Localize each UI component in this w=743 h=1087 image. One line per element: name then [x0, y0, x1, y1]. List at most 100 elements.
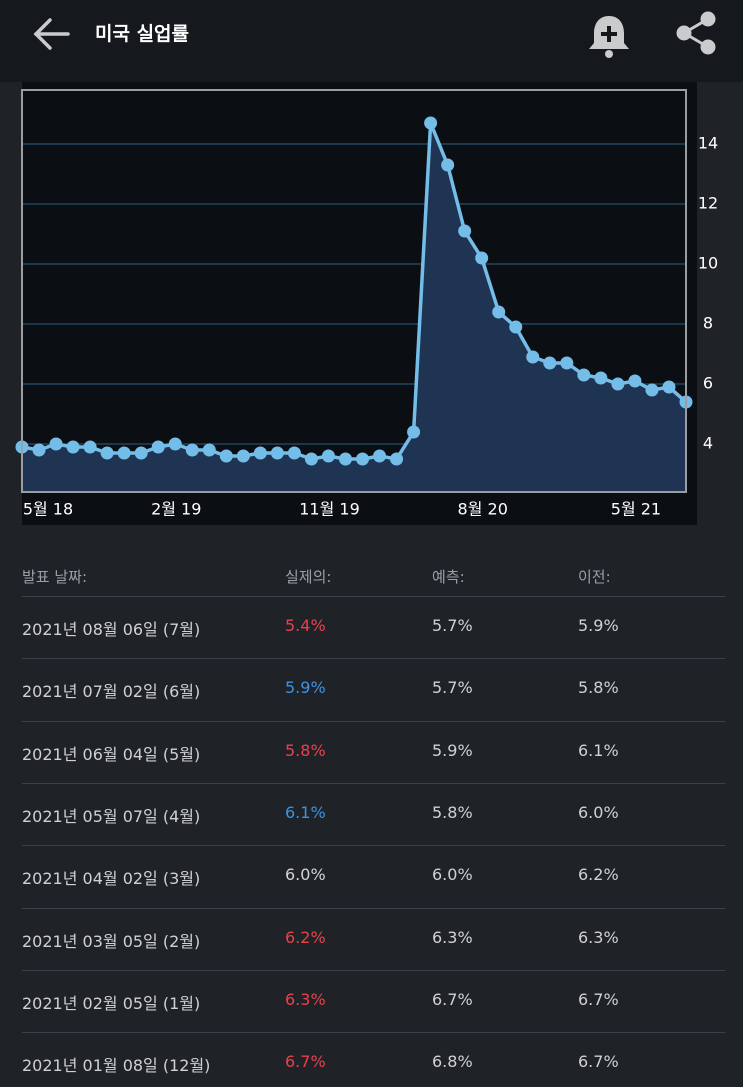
point — [424, 116, 438, 130]
row-divider — [22, 782, 725, 784]
point — [441, 158, 455, 172]
row-divider — [22, 845, 725, 847]
row-divider — [22, 969, 725, 971]
point — [83, 440, 97, 454]
point — [270, 446, 284, 460]
point — [321, 449, 335, 463]
table-cell: 6.7% — [578, 1052, 619, 1072]
table-cell: 2021년 07월 02일 (6월) — [22, 682, 201, 702]
screen-title: 미국 실업률 — [95, 23, 190, 45]
point — [168, 437, 182, 451]
table-cell: 5.4% — [285, 616, 326, 635]
x-tick-label: 5월 21 — [611, 500, 661, 519]
table-cell: 6.7% — [578, 989, 619, 1009]
line — [21, 122, 688, 461]
back-button[interactable] — [33, 18, 70, 50]
point — [560, 356, 574, 370]
point — [594, 371, 608, 385]
point — [151, 440, 165, 454]
point — [134, 446, 148, 460]
row-divider — [22, 658, 725, 660]
table-cell: 6.2% — [578, 865, 619, 885]
point — [66, 440, 80, 454]
point — [407, 425, 421, 439]
table-cell: 2021년 05월 07일 (4월) — [22, 806, 201, 826]
point — [100, 446, 114, 460]
point — [662, 380, 676, 394]
area — [22, 123, 686, 492]
point — [526, 350, 540, 364]
table-cell: 5.7% — [432, 616, 473, 635]
table-cell: 6.0% — [432, 865, 473, 885]
table-cell: 6.3% — [578, 927, 619, 947]
table-cell: 6.3% — [285, 989, 326, 1009]
table-cell: 6.0% — [285, 865, 326, 885]
point — [475, 251, 489, 265]
table-cell: 5.8% — [432, 802, 473, 822]
y-tick-label: 10 — [698, 254, 718, 273]
table-cell: 6.0% — [578, 802, 619, 822]
point — [509, 320, 523, 334]
point — [49, 437, 63, 451]
y-tick-label: 14 — [698, 134, 718, 153]
table-cell: 2021년 03월 05일 (2월) — [22, 931, 201, 951]
table-cell: 5.8% — [285, 740, 326, 760]
point — [458, 224, 472, 238]
y-tick-label: 8 — [703, 314, 713, 333]
point — [356, 452, 370, 466]
point — [645, 383, 659, 397]
point — [390, 452, 404, 466]
table-cell: 5.8% — [578, 678, 619, 698]
point — [236, 449, 250, 463]
row-divider — [22, 907, 725, 909]
table-cell: 5.9% — [578, 616, 619, 635]
table-cell: 6.1% — [578, 740, 619, 760]
point — [219, 449, 233, 463]
point — [202, 443, 216, 457]
x-tick-label: 8월 20 — [458, 500, 508, 519]
table-cell: 2021년 08월 06일 (7월) — [22, 620, 201, 639]
table-cell: 6.7% — [432, 989, 473, 1009]
table-cell: 2021년 02월 05일 (1월) — [22, 993, 201, 1013]
point — [577, 368, 591, 382]
y-tick-label: 6 — [703, 374, 713, 393]
table-cell: 5.7% — [432, 678, 473, 698]
point — [492, 305, 506, 319]
table-cell: 6.3% — [432, 927, 473, 947]
point — [287, 446, 301, 460]
point — [117, 446, 131, 460]
plot-border — [21, 89, 687, 493]
point — [611, 377, 625, 391]
table-cell: 2021년 06월 04일 (5월) — [22, 744, 201, 764]
x-tick-label: 5월 18 — [23, 500, 73, 519]
column-header: 실제의: — [285, 568, 332, 586]
table-cell: 6.2% — [285, 927, 326, 947]
point — [628, 374, 642, 388]
table-cell: 2021년 01월 08일 (12월) — [22, 1056, 211, 1076]
row-divider — [22, 596, 725, 597]
chart: 4 6 8 10 12 14 5월 18 2월 19 11월 19 8월 20 5월 21 — [15, 82, 718, 525]
column-header: 이전: — [578, 568, 611, 586]
table-cell: 6.8% — [432, 1052, 473, 1072]
alert-button[interactable] — [589, 16, 629, 58]
app-bar: 미국 실업률 — [0, 0, 743, 82]
point — [253, 446, 267, 460]
x-tick-label: 11월 19 — [299, 500, 360, 519]
point — [304, 452, 318, 466]
point — [543, 356, 557, 370]
app-bar-icons — [33, 11, 716, 58]
point — [185, 443, 199, 457]
table-cell: 5.9% — [432, 740, 473, 760]
point — [373, 449, 387, 463]
x-tick-label: 2월 19 — [151, 500, 201, 519]
column-header: 예측: — [432, 568, 465, 586]
y-tick-label: 4 — [703, 434, 713, 453]
row-divider — [22, 1032, 725, 1034]
share-button[interactable] — [676, 11, 716, 55]
table-cell: 6.7% — [285, 1052, 326, 1072]
row-divider — [22, 720, 725, 722]
table-cell: 6.1% — [285, 802, 326, 822]
table-cell: 2021년 04월 02일 (3월) — [22, 869, 201, 889]
column-header: 발표 날짜: — [22, 568, 88, 586]
